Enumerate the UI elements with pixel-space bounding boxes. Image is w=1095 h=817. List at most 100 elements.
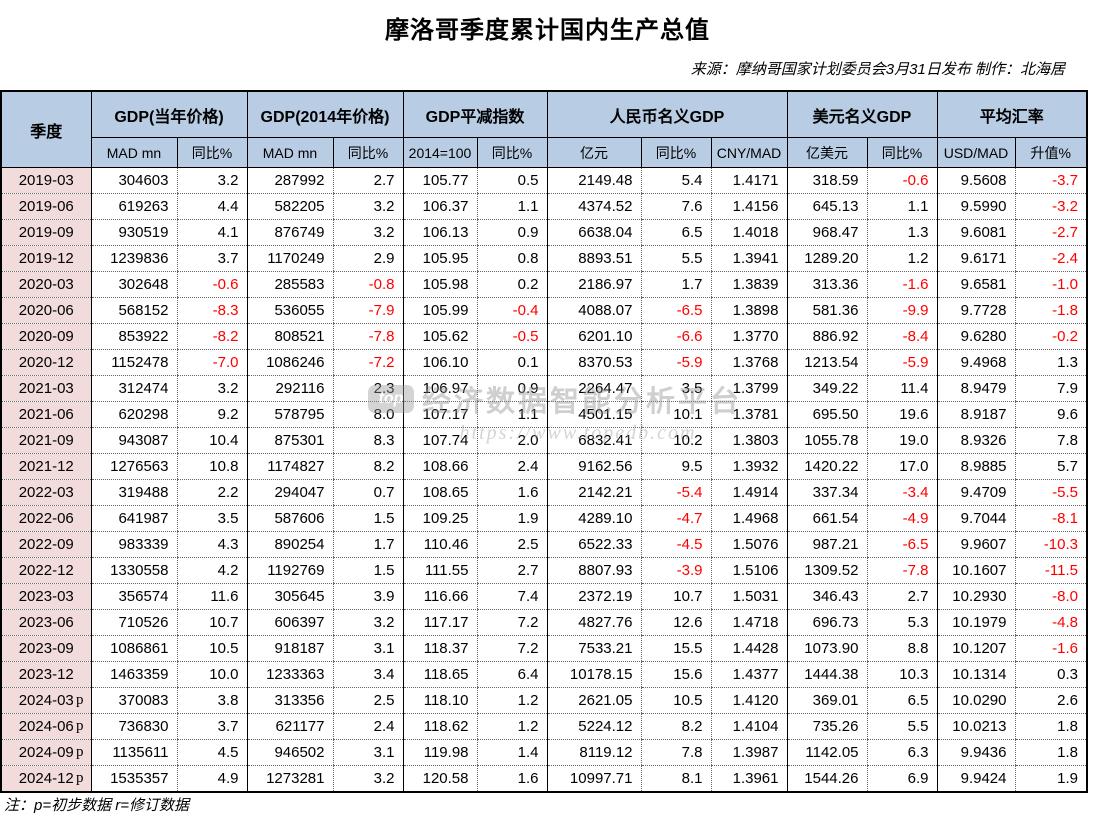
quarter-cell: 2020-06 [1, 297, 91, 324]
value-cell: 1.2 [476, 713, 547, 740]
table-row: 2022-12 1330558 4.2 1192769 1.5 111.55 2.7 8807… [1, 557, 1087, 584]
value-cell: 9.2 [176, 401, 247, 428]
value-cell: 111.55 [402, 557, 477, 584]
value-cell: 118.65 [402, 661, 477, 688]
quarter-cell: 2021-09 [1, 427, 91, 454]
value-cell: 9.6171 [936, 245, 1015, 272]
value-cell: 10.8 [176, 453, 247, 480]
table-row: 2020-12 1152478 -7.0 1086246 -7.2 106.10 0.1 83… [1, 349, 1087, 376]
value-cell: 6522.33 [546, 531, 641, 558]
value-cell: 1.5 [332, 557, 403, 584]
value-cell: 1.4120 [710, 687, 787, 714]
value-cell: 1086861 [90, 635, 177, 662]
value-cell: 19.0 [866, 427, 937, 454]
value-cell: -6.5 [866, 531, 937, 558]
col-subheader: 亿美元 [786, 137, 868, 168]
quarter-cell: 2021-03 [1, 375, 91, 402]
value-cell: 2.7 [866, 583, 937, 610]
col-subheader: MAD mn [90, 137, 178, 168]
value-cell: 946502 [246, 739, 333, 766]
value-cell: 582205 [246, 193, 333, 220]
value-cell: 1.3941 [710, 245, 787, 272]
value-cell: 106.10 [402, 349, 477, 376]
value-cell: 578795 [246, 401, 333, 428]
value-cell: 619263 [90, 193, 177, 220]
value-cell: -2.7 [1014, 219, 1087, 246]
value-cell: 918187 [246, 635, 333, 662]
value-cell: -1.8 [1014, 297, 1087, 324]
value-cell: 0.8 [476, 245, 547, 272]
value-cell: 2.0 [476, 427, 547, 454]
table-row: 2022-06 641987 3.5 587606 1.5 109.25 1.9 4289.1… [1, 505, 1087, 532]
value-cell: 313356 [246, 687, 333, 714]
table-row: 2020-09 853922 -8.2 808521 -7.8 105.62 -0.5 620… [1, 323, 1087, 350]
value-cell: 1.3768 [710, 349, 787, 376]
value-cell: 0.5 [476, 167, 547, 194]
value-cell: 108.66 [402, 453, 477, 480]
value-cell: 1.6 [476, 765, 547, 793]
value-cell: -8.4 [866, 323, 937, 350]
value-cell: -0.8 [332, 271, 403, 298]
col-subheader: MAD mn [246, 137, 334, 168]
col-group-header: 美元名义GDP [786, 90, 938, 138]
value-cell: 285583 [246, 271, 333, 298]
value-cell: -0.2 [1014, 323, 1087, 350]
value-cell: -0.6 [176, 271, 247, 298]
value-cell: 3.2 [332, 193, 403, 220]
value-cell: 1.1 [476, 401, 547, 428]
value-cell: 1.7 [332, 531, 403, 558]
value-cell: -9.9 [866, 297, 937, 324]
value-cell: 7.4 [476, 583, 547, 610]
value-cell: 1.8 [1014, 739, 1087, 766]
value-cell: 1535357 [90, 765, 177, 793]
quarter-label: 2021-03 [18, 380, 74, 397]
quarter-label: 2020-06 [18, 302, 74, 319]
value-cell: 5224.12 [546, 713, 641, 740]
table-row: 2019-06 619263 4.4 582205 3.2 106.37 1.1 4374.5… [1, 193, 1087, 220]
value-cell: 9.6581 [936, 271, 1015, 298]
value-cell: 1.9 [476, 505, 547, 532]
value-cell: 4088.07 [546, 297, 641, 324]
value-cell: 621177 [246, 713, 333, 740]
quarter-cell: 2020-12 [1, 349, 91, 376]
value-cell: 10.2930 [936, 583, 1015, 610]
quarter-label: 2023-09 [18, 640, 74, 657]
value-cell: -5.9 [640, 349, 711, 376]
value-cell: -6.6 [640, 323, 711, 350]
value-cell: 337.34 [786, 479, 867, 506]
quarter-label: 2024-12 [18, 770, 74, 787]
quarter-cell: 2019-09 [1, 219, 91, 246]
value-cell: 7.8 [640, 739, 711, 766]
value-cell: 808521 [246, 323, 333, 350]
value-cell: 17.0 [866, 453, 937, 480]
quarter-cell: 2022-09 [1, 531, 91, 558]
value-cell: 3.5 [176, 505, 247, 532]
value-cell: 105.95 [402, 245, 477, 272]
value-cell: 1444.38 [786, 661, 867, 688]
value-cell: 6.5 [866, 687, 937, 714]
value-cell: 930519 [90, 219, 177, 246]
preliminary-flag: p [76, 744, 84, 760]
preliminary-flag: p [76, 692, 84, 708]
value-cell: 8119.12 [546, 739, 641, 766]
value-cell: 10.1207 [936, 635, 1015, 662]
value-cell: 1.3770 [710, 323, 787, 350]
value-cell: 108.65 [402, 479, 477, 506]
value-cell: 6.5 [640, 219, 711, 246]
value-cell: 736830 [90, 713, 177, 740]
value-cell: 15.5 [640, 635, 711, 662]
value-cell: 4.5 [176, 739, 247, 766]
value-cell: 346.43 [786, 583, 867, 610]
value-cell: 886.92 [786, 323, 867, 350]
value-cell: 9.4968 [936, 349, 1015, 376]
value-cell: 606397 [246, 609, 333, 636]
quarter-label: 2023-06 [18, 614, 74, 631]
table-row: 2024-09 p 1135611 4.5 946502 3.1 119.98 1.4 8119… [1, 739, 1087, 766]
value-cell: 105.62 [402, 323, 477, 350]
value-cell: 1.4171 [710, 167, 787, 194]
value-cell: 9.6280 [936, 323, 1015, 350]
value-cell: 1.9 [1014, 765, 1087, 793]
value-cell: 7533.21 [546, 635, 641, 662]
quarter-cell: 2024-12 p [1, 765, 91, 793]
table-header: 季度 GDP(当年价格) GDP(2014年价格) GDP平减指数 人民币名义GDP 美元… [0, 90, 1088, 168]
